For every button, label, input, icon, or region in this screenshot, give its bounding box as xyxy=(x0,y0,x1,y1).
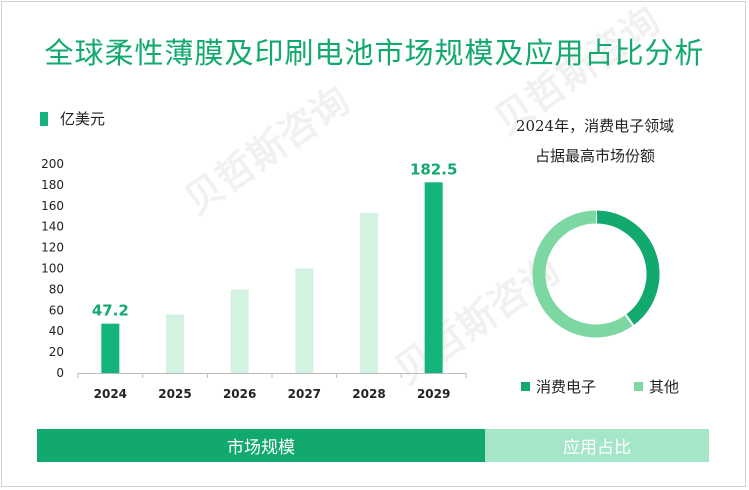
y-tick-label: 0 xyxy=(56,366,64,380)
y-tick-label: 140 xyxy=(41,220,64,234)
y-tick-label: 80 xyxy=(49,282,64,296)
data-label: 47.2 xyxy=(92,302,129,320)
unit-legend: 亿美元 xyxy=(40,108,105,129)
data-label: 182.5 xyxy=(410,160,457,178)
donut-slice xyxy=(532,210,634,338)
unit-legend-label: 亿美元 xyxy=(60,110,106,128)
donut-chart xyxy=(532,210,660,338)
pie-title-line1: 2024年，消费电子领域 xyxy=(515,117,675,135)
y-tick-label: 40 xyxy=(49,324,64,338)
tab-bar: 市场规模 应用占比 xyxy=(37,429,709,462)
bar xyxy=(424,182,443,373)
pie-legend-label: 消费电子 xyxy=(536,378,597,396)
pie-title-line2: 占据最高市场份额 xyxy=(534,147,655,165)
pie-legend-swatch xyxy=(634,382,643,391)
tab-market-size[interactable]: 市场规模 xyxy=(37,429,485,462)
unit-legend-swatch xyxy=(40,111,48,126)
y-tick-label: 200 xyxy=(41,157,64,171)
page-title: 全球柔性薄膜及印刷电池市场规模及应用占比分析 xyxy=(44,36,705,70)
pie-legend-consumer: 消费电子 xyxy=(521,376,596,397)
bar-chart: 0 20 40 60 80 100 120 140 160 180 200 2024 47.2 2025 2… xyxy=(41,157,467,401)
pie-legend-other: 其他 xyxy=(634,376,679,397)
tab-application-share[interactable]: 应用占比 xyxy=(485,429,709,462)
donut-slice xyxy=(595,210,660,326)
x-tick-label: 2024 xyxy=(94,387,127,401)
pie-legend-label: 其他 xyxy=(649,378,680,396)
x-tick-label: 2025 xyxy=(158,387,191,401)
bar xyxy=(360,213,378,373)
x-tick-label: 2027 xyxy=(288,387,321,401)
x-tick-label: 2028 xyxy=(352,387,385,401)
bar xyxy=(166,314,184,373)
y-tick-label: 160 xyxy=(41,199,64,213)
pie-legend-swatch xyxy=(521,382,530,391)
x-tick-label: 2029 xyxy=(417,387,450,401)
donut-slice-separator xyxy=(624,314,635,326)
bar xyxy=(295,268,314,373)
y-tick-label: 20 xyxy=(49,345,64,359)
y-tick-label: 60 xyxy=(49,303,64,317)
y-tick-label: 120 xyxy=(41,241,64,255)
x-tick-label: 2026 xyxy=(223,387,256,401)
y-tick-label: 180 xyxy=(41,178,64,192)
y-tick-label: 100 xyxy=(41,262,64,276)
bar xyxy=(101,323,120,373)
bar xyxy=(230,289,249,373)
